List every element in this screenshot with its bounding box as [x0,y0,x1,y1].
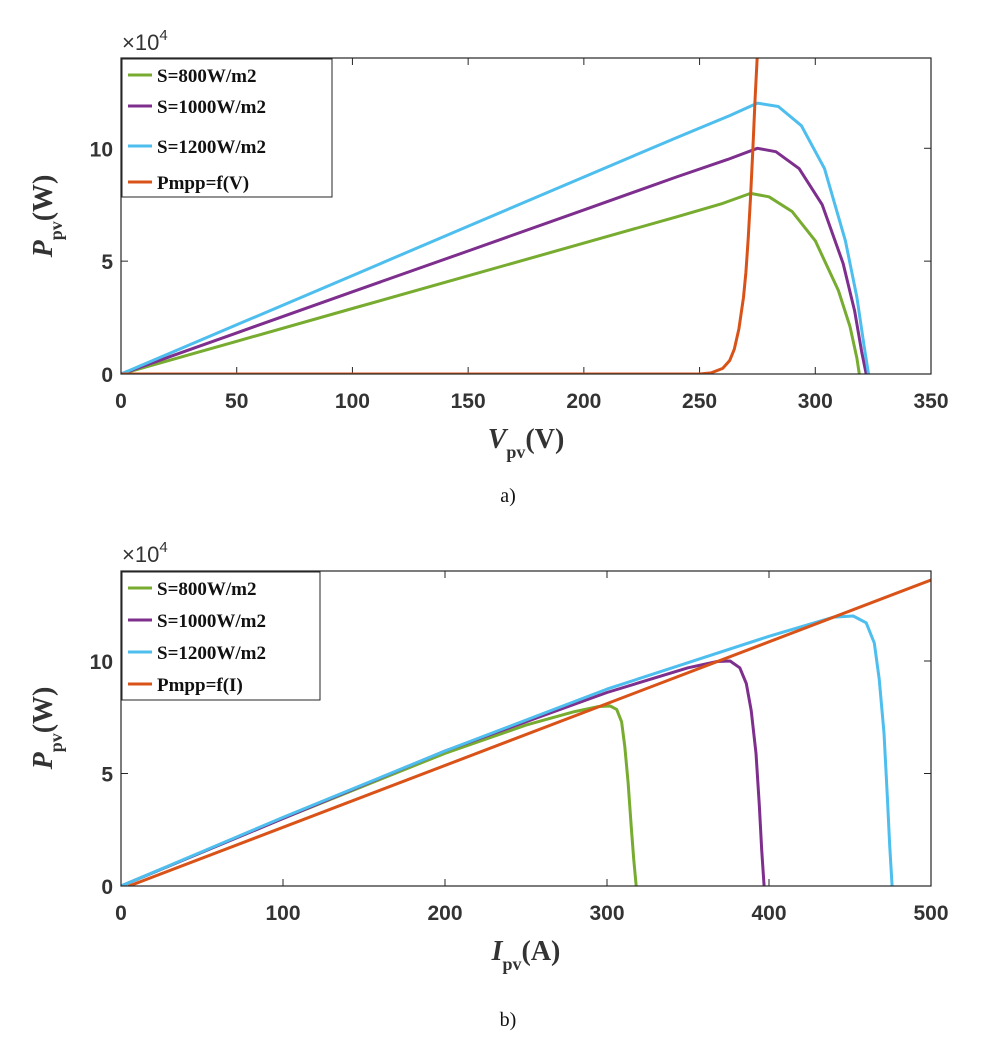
chart-b-x-tick-label: 0 [115,902,127,925]
chart-b-legend-box [121,571,321,701]
chart-a-x-tick-labels: 0 50 100 150 200 250 300 350 [115,390,948,413]
chart-b-legend-label-1200: S=1200W/m2 [157,643,266,664]
chart-b-x-label: Ipv(A) [491,936,561,974]
chart-a-y-tick-labels: 0 5 10 [90,138,114,387]
chart-a-axes-box [120,57,932,375]
chart-a-x-tick-label: 300 [798,390,833,413]
chart-a-series [121,58,870,374]
chart-b-x-tick-label: 400 [751,902,786,925]
chart-a-legend-label-pmpp: Pmpp=f(V) [157,173,249,194]
chart-b-series [121,578,931,886]
chart-b-y-tick-label: 5 [101,764,113,787]
chart-a-legend-box [121,58,333,198]
chart-b: ×104 0 100 200 300 400 500 0 5 10 Ipv(A) Ppv(W)… [28,539,949,1031]
chart-b-x-tick-label: 200 [427,902,462,925]
chart-a-y-tick-label: 10 [90,138,113,161]
chart-a-series-s-1000w-m2 [121,146,868,374]
chart-a-caption: a) [500,485,516,507]
chart-b-legend-label-pmpp: Pmpp=f(I) [157,675,243,696]
chart-a-x-tick-label: 0 [115,390,127,413]
chart-b-caption: b) [500,1009,517,1031]
chart-b-y-label: Ppv(W) [28,687,66,771]
chart-b-x-tick-label: 300 [589,902,624,925]
chart-b-series-s-800w-m2 [121,704,638,886]
chart-b-y-tick-label: 10 [90,651,113,674]
chart-b-y-tick-labels: 0 5 10 [90,651,114,899]
chart-a-multiplier: ×104 [122,27,168,55]
chart-b-legend-label-1000: S=1000W/m2 [157,611,266,632]
chart-a-x-tick-label: 150 [451,390,486,413]
chart-a-legend: S=800W/m2 S=1000W/m2 S=1200W/m2 Pmpp=f(V… [121,58,333,198]
chart-a-legend-label-1200: S=1200W/m2 [157,137,266,158]
chart-a: ×104 0 50 100 150 200 250 300 350 0 5 10 Vpv(V) P… [28,27,949,507]
chart-a-series-s-1200w-m2 [121,101,870,374]
chart-b-multiplier: ×104 [122,539,168,567]
chart-a-y-tick-label: 5 [101,251,113,274]
chart-a-x-tick-label: 200 [566,390,601,413]
chart-a-x-tick-label: 50 [225,390,248,413]
chart-b-x-tick-label: 500 [913,902,948,925]
chart-a-x-tick-label: 100 [335,390,370,413]
chart-a-x-tick-label: 250 [682,390,717,413]
chart-b-axes-box [120,570,932,887]
chart-b-series-s-1200w-m2 [121,614,894,886]
chart-b-legend-label-800: S=800W/m2 [157,579,257,600]
chart-a-x-tick-label: 350 [913,390,948,413]
chart-a-legend-label-800: S=800W/m2 [157,66,257,87]
chart-a-legend-label-1000: S=1000W/m2 [157,97,266,118]
chart-a-series-pmpp-f-v- [121,58,759,374]
chart-b-y-tick-label: 0 [101,876,113,899]
chart-a-y-label: Ppv(W) [28,175,66,259]
chart-b-x-tick-label: 100 [265,902,300,925]
chart-a-x-label: Vpv(V) [488,424,565,462]
chart-a-y-tick-label: 0 [101,364,113,387]
chart-b-legend: S=800W/m2 S=1000W/m2 S=1200W/m2 Pmpp=f(I… [121,571,321,701]
chart-b-series-pmpp-f-i- [127,578,931,886]
chart-b-x-tick-labels: 0 100 200 300 400 500 [115,902,948,925]
